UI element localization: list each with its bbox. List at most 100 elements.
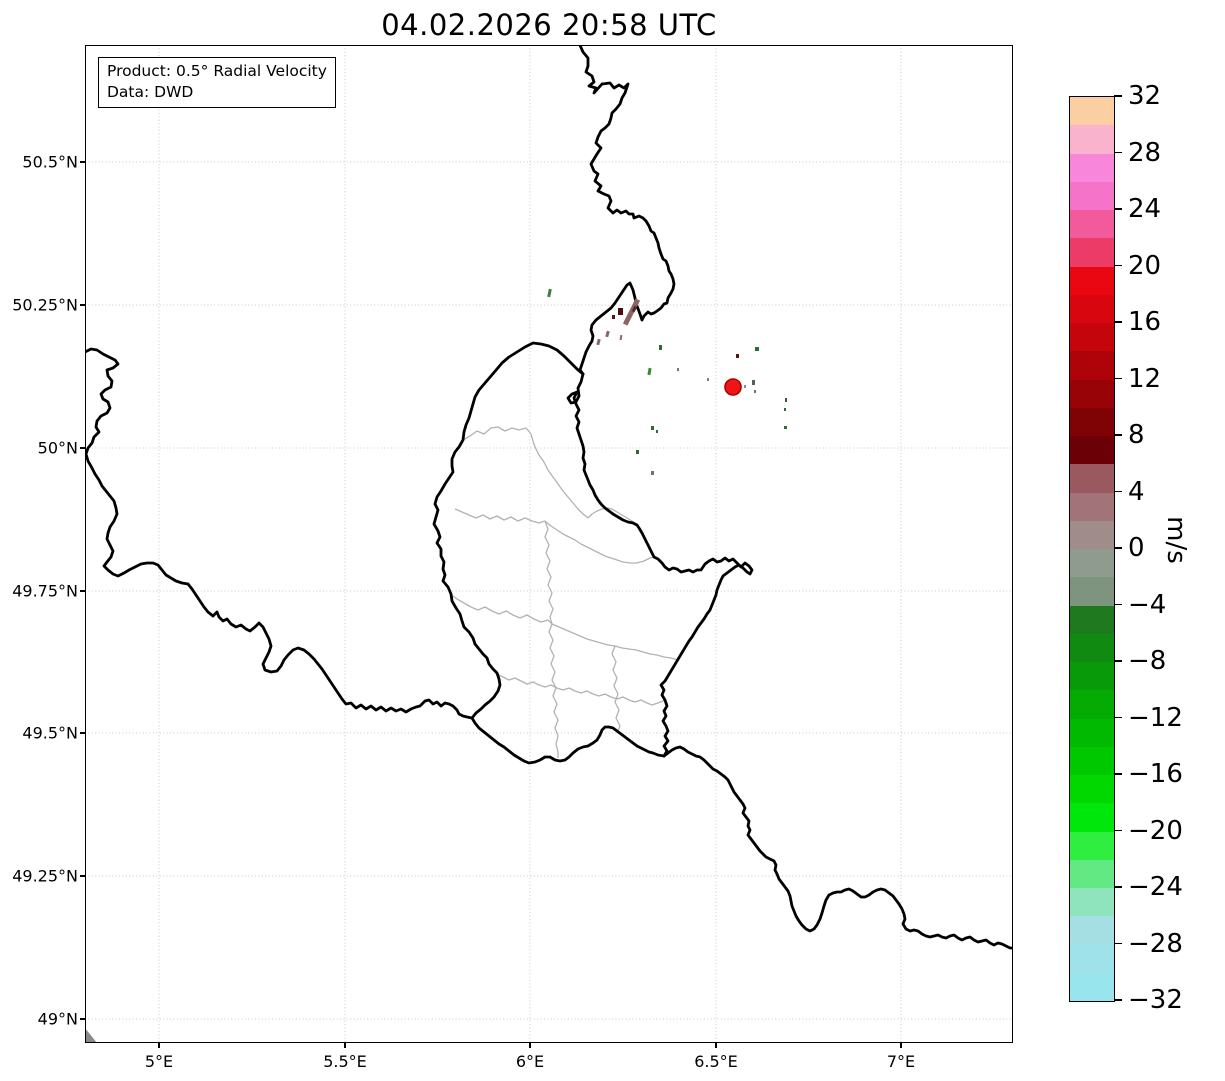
colorbar-segment	[1070, 379, 1114, 408]
colorbar-segment	[1070, 238, 1114, 267]
x-axis-tick-label: 5°E	[144, 1052, 174, 1071]
colorbar-segment	[1070, 181, 1114, 210]
x-axis-tick-mark	[158, 1043, 160, 1048]
colorbar-segment	[1070, 859, 1114, 888]
colorbar-segment	[1070, 690, 1114, 719]
colorbar-segment	[1070, 803, 1114, 832]
colorbar-tick-mark	[1114, 716, 1122, 719]
x-axis-tick-mark	[900, 1043, 902, 1048]
colorbar-segment	[1070, 436, 1114, 465]
colorbar-segment	[1070, 351, 1114, 380]
colorbar-segment	[1070, 605, 1114, 634]
y-axis-tick-mark	[80, 304, 85, 306]
colorbar-tick-label: 0	[1128, 533, 1145, 563]
district-border-line	[534, 446, 589, 519]
colorbar-tick-label: −32	[1128, 985, 1183, 1015]
district-border-line	[496, 673, 666, 706]
colorbar-tick-mark	[1114, 999, 1122, 1001]
colorbar-segment	[1070, 520, 1114, 549]
radar-echo-speck	[656, 430, 658, 433]
colorbar-tick-mark	[1114, 660, 1122, 662]
colorbar-tick-label: −28	[1128, 928, 1183, 959]
district-border-line	[544, 520, 655, 564]
colorbar-tick-label: 12	[1128, 363, 1162, 394]
district-border-line	[587, 507, 638, 526]
colorbar-segment	[1070, 775, 1114, 804]
colorbar-segment	[1070, 323, 1114, 352]
colorbar-tick-mark	[1114, 886, 1122, 888]
radar-echo-speck	[547, 288, 552, 298]
colorbar-tick-label: 24	[1128, 194, 1162, 224]
x-axis-tick-mark	[344, 1043, 346, 1048]
radar-echo-speck	[596, 338, 601, 346]
colorbar	[1069, 96, 1115, 1002]
colorbar-tick-label: 28	[1128, 137, 1162, 168]
colorbar-segment	[1070, 718, 1114, 747]
radar-echo-speck	[707, 378, 709, 381]
colorbar-tick-mark	[1114, 603, 1122, 606]
x-axis-tick-label: 7°E	[886, 1052, 916, 1071]
colorbar-segment	[1070, 153, 1114, 182]
x-axis-tick-label: 5.5°E	[323, 1052, 367, 1071]
x-axis-tick-label: 6°E	[515, 1052, 545, 1071]
colorbar-tick-mark	[1114, 95, 1122, 97]
colorbar-segment	[1070, 464, 1114, 493]
colorbar-segment	[1070, 407, 1114, 436]
colorbar-tick-label: −24	[1128, 872, 1183, 902]
x-axis-tick-mark	[715, 1043, 717, 1048]
country-border-line	[85, 347, 474, 720]
radar-echo-speck	[752, 380, 755, 385]
colorbar-segment	[1070, 916, 1114, 945]
colorbar-tick-label: 4	[1128, 476, 1145, 507]
colorbar-segment	[1070, 125, 1114, 154]
x-axis-tick-label: 6.5°E	[694, 1052, 738, 1071]
colorbar-tick-label: −20	[1128, 815, 1183, 846]
colorbar-segment	[1070, 662, 1114, 691]
colorbar-tick-label: −12	[1128, 702, 1183, 733]
colorbar-tick-label: −8	[1128, 646, 1167, 676]
radar-echo-speck	[605, 330, 610, 338]
colorbar-segment	[1070, 831, 1114, 860]
colorbar-segment	[1070, 97, 1114, 126]
radar-echo-speck	[647, 367, 652, 376]
colorbar-segment	[1070, 266, 1114, 295]
y-axis-tick-label: 49.75°N	[12, 581, 78, 601]
colorbar-tick-mark	[1114, 829, 1122, 832]
colorbar-segment	[1070, 549, 1114, 578]
y-axis-tick-mark	[80, 590, 85, 592]
radar-echo-speck	[784, 426, 787, 429]
y-axis-tick-label: 50.25°N	[12, 295, 78, 315]
district-border-line	[449, 593, 684, 661]
colorbar-tick-label: 8	[1128, 420, 1145, 450]
country-border-line	[432, 341, 585, 720]
radar-echo-speck	[785, 398, 787, 402]
country-border-line	[566, 372, 754, 758]
y-axis-tick-label: 49.25°N	[12, 866, 78, 886]
data-source-label: Data: DWD	[107, 82, 194, 101]
colorbar-segment	[1070, 294, 1114, 323]
radar-echo-speck	[677, 368, 679, 371]
y-axis-tick-label: 49°N	[37, 1009, 78, 1029]
radar-echo-speck	[651, 426, 654, 430]
district-border-line	[454, 508, 546, 524]
colorbar-segment	[1070, 492, 1114, 521]
y-axis-tick-mark	[80, 1018, 85, 1020]
radar-echo-speck	[631, 305, 638, 313]
colorbar-segment	[1070, 210, 1114, 239]
colorbar-tick-label: 32	[1128, 81, 1162, 111]
radar-echo-speck	[619, 334, 623, 341]
radar-echo-speck	[755, 347, 759, 351]
x-axis-tick-mark	[529, 1043, 531, 1048]
colorbar-tick-mark	[1114, 773, 1122, 775]
map-corner-shape	[85, 1028, 97, 1043]
colorbar-tick-label: 20	[1128, 250, 1162, 281]
colorbar-segment	[1070, 944, 1114, 973]
y-axis-tick-mark	[80, 161, 85, 163]
y-axis-tick-label: 50.5°N	[22, 152, 78, 172]
plot-frame	[85, 45, 1013, 1043]
radar-echo-speck	[612, 315, 615, 319]
colorbar-tick-label: −16	[1128, 759, 1183, 789]
y-axis-tick-label: 49.5°N	[22, 723, 78, 743]
product-label: Product: 0.5° Radial Velocity	[107, 62, 327, 80]
